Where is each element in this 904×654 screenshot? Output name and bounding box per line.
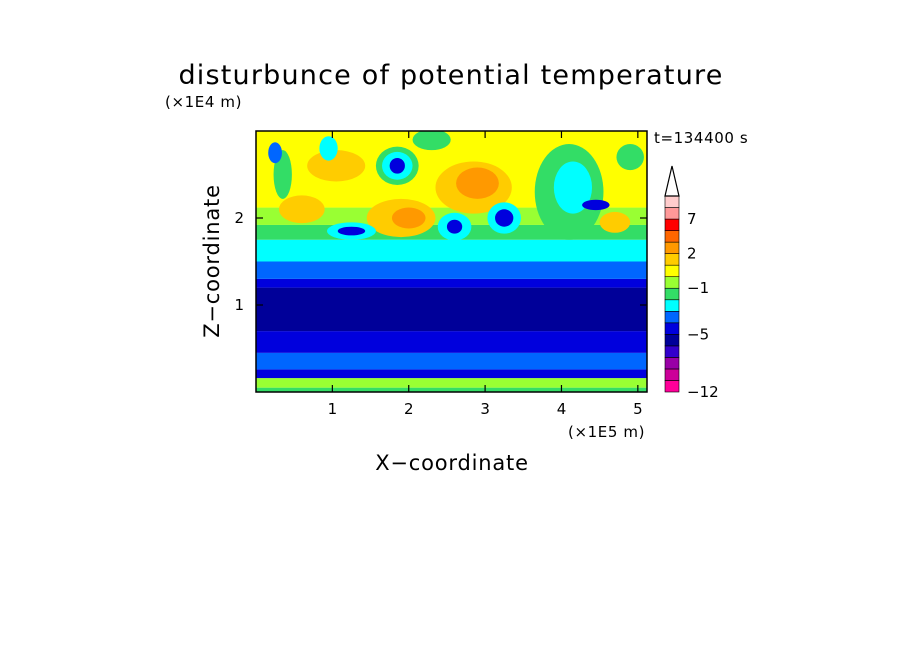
colorbar: 7 2 −1 −5 −12 xyxy=(664,165,719,401)
x-axis: 1 2 3 4 5 xyxy=(328,131,643,418)
chart-title: disturbunce of potential temperature xyxy=(178,60,723,91)
colorbar-bin-9 xyxy=(664,276,680,289)
x-tick-label: 4 xyxy=(557,400,567,418)
contour-field xyxy=(256,131,647,392)
contour-blob-3 xyxy=(456,167,499,199)
colorbar-bin-5 xyxy=(664,322,680,335)
y-tick-label: 1 xyxy=(234,296,244,314)
y-scale-label: (×1E4 m) xyxy=(165,93,242,111)
contour-band-1 xyxy=(256,378,647,388)
colorbar-bin-2 xyxy=(664,357,680,370)
time-label: t=134400 s xyxy=(654,129,748,147)
x-tick-label: 2 xyxy=(404,400,414,418)
contour-band-7 xyxy=(256,261,647,279)
x-tick-label: 5 xyxy=(633,400,643,418)
colorbar-bin-11 xyxy=(664,253,680,266)
colorbar-bin-12 xyxy=(664,241,680,254)
colorbar-bin-14 xyxy=(664,218,680,231)
x-axis-label: X−coordinate xyxy=(375,451,529,475)
x-tick-label: 1 xyxy=(328,400,338,418)
y-axis-label: Z−coordinate xyxy=(200,184,224,338)
contour-blob-21 xyxy=(582,199,610,211)
contour-band-6 xyxy=(256,278,647,288)
contour-blob-15 xyxy=(446,219,463,234)
colorbar-bin-16 xyxy=(664,195,680,208)
contour-blob-20 xyxy=(553,161,593,214)
x-tick-label: 3 xyxy=(480,400,490,418)
contour-blob-6 xyxy=(273,150,292,199)
colorbar-bin-8 xyxy=(664,287,680,301)
colorbar-tick-label: −5 xyxy=(687,325,709,343)
colorbar-bin-1 xyxy=(664,368,680,381)
colorbar-bin-4 xyxy=(664,334,680,347)
contour-band-2 xyxy=(256,369,647,379)
colorbar-tick-label: −12 xyxy=(687,383,719,401)
colorbar-tick-label: 2 xyxy=(687,245,697,263)
colorbar-bin-6 xyxy=(664,310,680,324)
contour-blob-22 xyxy=(599,211,631,233)
y-tick-label: 2 xyxy=(234,209,244,227)
contour-band-0 xyxy=(256,387,647,392)
colorbar-bin-7 xyxy=(664,299,680,312)
colorbar-bin-10 xyxy=(664,264,680,278)
contour-blob-5 xyxy=(278,195,325,224)
colorbar-extend-arrow xyxy=(664,165,680,197)
colorbar-bin-3 xyxy=(664,345,680,358)
contour-blob-23 xyxy=(616,144,644,171)
contour-band-3 xyxy=(256,352,647,370)
contour-blob-13 xyxy=(389,157,405,174)
contour-blob-4 xyxy=(307,150,366,182)
contour-blob-17 xyxy=(495,209,514,227)
contour-band-8 xyxy=(256,239,647,262)
contour-band-4 xyxy=(256,331,647,353)
contour-blob-1 xyxy=(391,207,426,229)
contour-blob-10 xyxy=(337,226,366,236)
x-scale-label: (×1E5 m) xyxy=(568,423,645,441)
contour-band-5 xyxy=(256,287,647,332)
contour-blob-18 xyxy=(412,131,451,151)
colorbar-bin-13 xyxy=(664,230,680,243)
contour-blob-8 xyxy=(319,136,338,161)
colorbar-bin-0 xyxy=(664,380,680,393)
colorbar-tick-label: 7 xyxy=(687,210,697,228)
colorbar-bin-15 xyxy=(664,207,680,220)
contour-blob-7 xyxy=(268,142,282,164)
y-axis: 12 xyxy=(234,209,647,314)
plot-frame xyxy=(255,130,648,393)
colorbar-tick-label: −1 xyxy=(687,279,709,297)
